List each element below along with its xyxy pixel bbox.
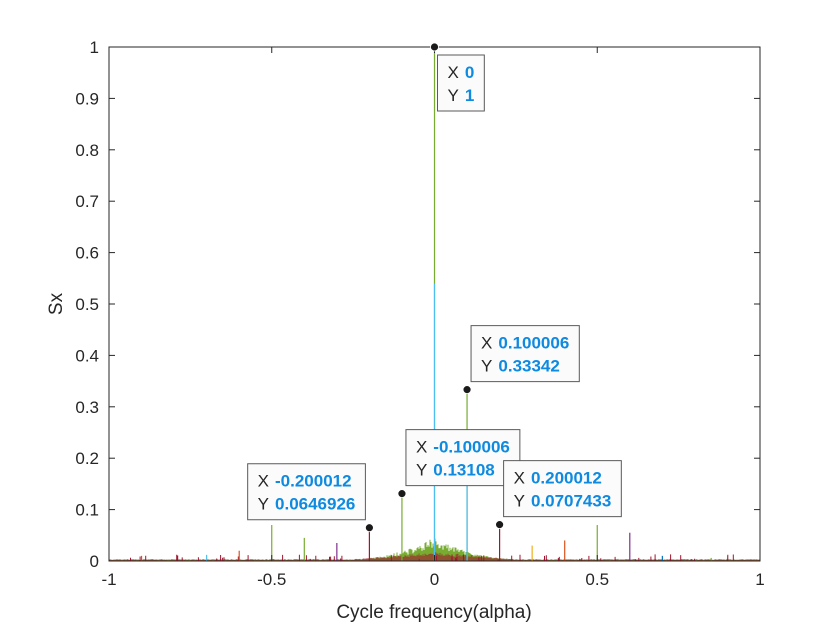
datatip-y-value: 0.33342: [498, 357, 559, 376]
datatip-marker[interactable]: [397, 489, 407, 499]
datatip-marker[interactable]: [462, 385, 472, 395]
datatip-y-key: Y: [514, 492, 525, 511]
datatip-y-key: Y: [258, 495, 269, 514]
y-tick-label-0: 0: [90, 552, 99, 571]
y-axis-label: Sx: [46, 292, 67, 315]
datatip-marker[interactable]: [495, 520, 505, 530]
datatip-x-key: X: [514, 469, 525, 488]
datatip-1[interactable]: X 0.100006 Y 0.33342: [462, 325, 580, 395]
datatip-y-value: 1: [465, 86, 474, 105]
y-tick-label-5: 0.5: [75, 295, 99, 314]
x-tick-label-0: -1: [101, 570, 116, 589]
y-tick-label-3: 0.3: [75, 398, 99, 417]
tick-layer: -1 -0.5 0 0.5 1 0 0.1 0.2 0.3 0.4 0.5 0.6 0.7 0.8 0.9 1: [75, 38, 764, 589]
datatip-y-value: 0.0707433: [531, 492, 611, 511]
datatip-marker[interactable]: [364, 523, 374, 533]
datatip-box: [470, 325, 580, 383]
datatip-y-key: Y: [448, 86, 459, 105]
datatip-x-key: X: [416, 438, 427, 457]
x-tick-label-3: 0.5: [585, 570, 609, 589]
datatip-x-value: 0: [465, 63, 474, 82]
y-tick-label-8: 0.8: [75, 141, 99, 160]
datatip-2[interactable]: X -0.100006 Y 0.13108: [397, 429, 521, 499]
datatip-0[interactable]: X 0Y 1: [430, 42, 485, 112]
y-tick-label-10: 1: [90, 38, 99, 57]
datatip-marker[interactable]: [430, 42, 439, 52]
datatip-y-key: Y: [481, 357, 492, 376]
y-tick-label-7: 0.7: [75, 192, 99, 211]
datatip-x-key: X: [448, 63, 459, 82]
datatip-box: [437, 54, 485, 112]
y-tick-label-1: 0.1: [75, 501, 99, 520]
datatip-x-key: X: [481, 334, 492, 353]
datatip-x-value: 0.200012: [531, 469, 602, 488]
datatip-y-value: 0.13108: [433, 461, 494, 480]
y-tick-label-9: 0.9: [75, 89, 99, 108]
datatip-x-value: -0.100006: [433, 438, 510, 457]
y-tick-label-4: 0.4: [75, 346, 99, 365]
datatip-box: [503, 460, 622, 518]
datatip-x-key: X: [258, 472, 269, 491]
x-tick-label-1: -0.5: [257, 570, 286, 589]
datatip-y-key: Y: [416, 461, 427, 480]
x-tick-label-4: 1: [755, 570, 764, 589]
noise-series-small: [130, 554, 734, 561]
datatip-box: [247, 463, 366, 521]
x-axis-label: Cycle frequency(alpha): [336, 602, 531, 623]
datatip-3[interactable]: X -0.200012 Y 0.0646926: [247, 463, 374, 533]
datatip-y-value: 0.0646926: [275, 495, 355, 514]
x-tick-label-2: 0: [430, 570, 439, 589]
datatip-box: [405, 429, 521, 487]
y-tick-label-6: 0.6: [75, 244, 99, 263]
datatip-x-value: -0.200012: [275, 472, 352, 491]
datatip-4[interactable]: X 0.200012 Y 0.0707433: [495, 460, 622, 530]
y-tick-label-2: 0.2: [75, 449, 99, 468]
datatip-x-value: 0.100006: [498, 334, 569, 353]
